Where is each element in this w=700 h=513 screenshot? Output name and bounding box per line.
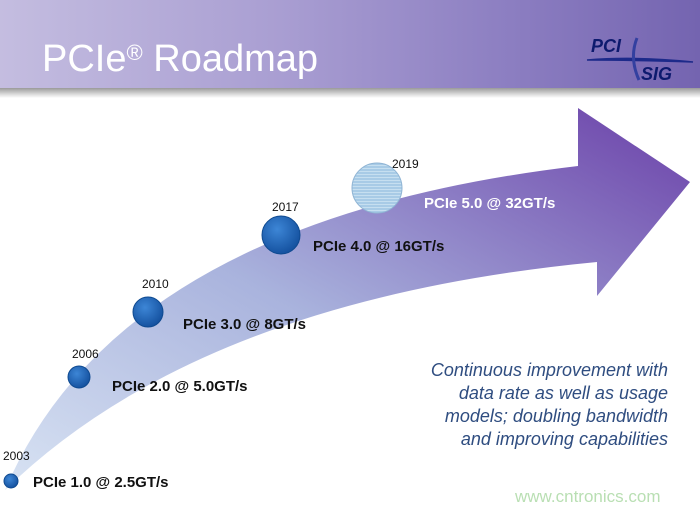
roadmap-arrow — [5, 108, 690, 490]
milestone-label: PCIe 4.0 @ 16GT/s — [313, 238, 445, 255]
milestone-year: 2003 — [3, 449, 30, 463]
title-text: PCIe — [42, 38, 127, 80]
milestone-dot-2017 — [261, 215, 301, 255]
milestone-label: PCIe 1.0 @ 2.5GT/s — [33, 474, 169, 491]
page-title: PCIe® Roadmap — [42, 38, 318, 81]
svg-text:PCI: PCI — [591, 36, 622, 56]
watermark: www.cntronics.com — [515, 487, 661, 506]
title-text-rest: Roadmap — [142, 38, 319, 80]
note-line: Continuous improvement with — [430, 360, 668, 380]
milestone-dot-2019 — [351, 162, 403, 214]
milestone-year: 2017 — [272, 200, 299, 214]
note-line: models; doubling bandwidth — [444, 406, 668, 426]
svg-text:SIG: SIG — [641, 64, 672, 84]
milestone-year: 2019 — [392, 157, 419, 171]
milestone-year: 2010 — [142, 277, 169, 291]
milestone-year: 2006 — [72, 347, 99, 361]
registered-mark: ® — [126, 40, 143, 65]
milestone-dot-2006 — [67, 365, 91, 389]
milestone-label: PCIe 5.0 @ 32GT/s — [424, 195, 556, 212]
milestone-dot-2003 — [3, 473, 19, 489]
pci-sig-logo: PCI SIG — [586, 36, 694, 84]
summary-note: Continuous improvement with data rate as… — [368, 359, 668, 451]
note-line: data rate as well as usage — [458, 383, 668, 403]
header-banner — [0, 0, 700, 88]
header-divider — [0, 88, 700, 98]
milestone-label: PCIe 3.0 @ 8GT/s — [183, 316, 307, 333]
note-line: and improving capabilities — [460, 429, 668, 449]
milestone-dot-2010 — [132, 296, 164, 328]
milestone-label: PCIe 2.0 @ 5.0GT/s — [112, 378, 248, 395]
